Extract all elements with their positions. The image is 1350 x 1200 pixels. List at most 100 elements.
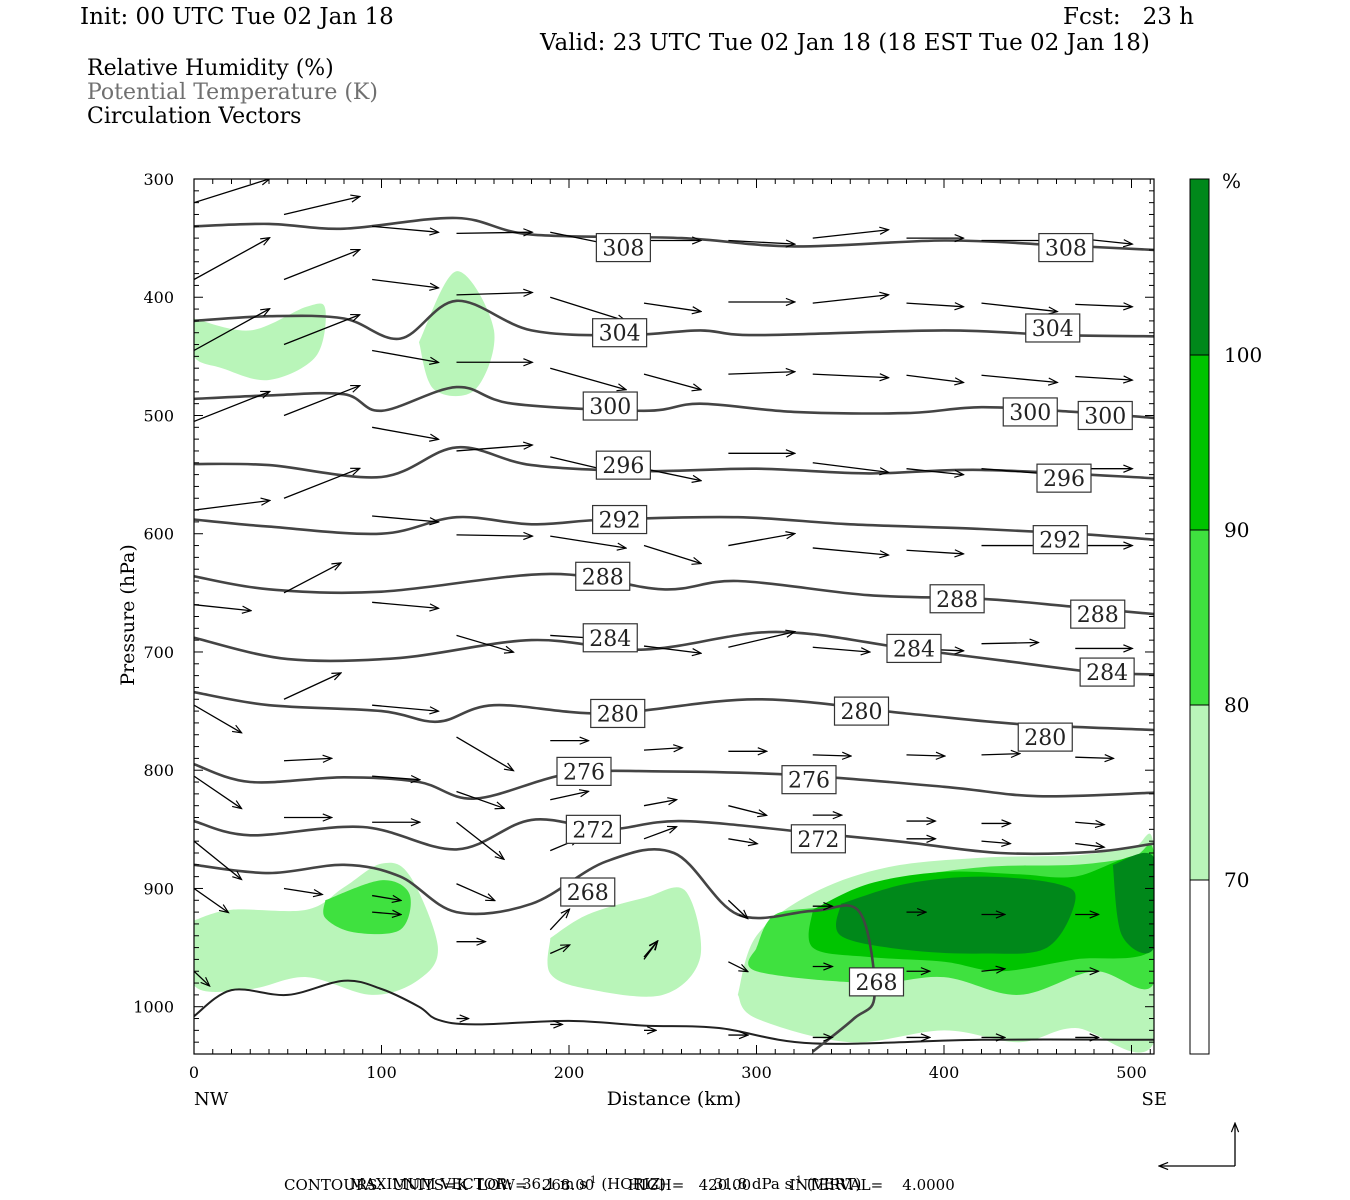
vector-arrow: [1075, 757, 1113, 758]
theta-contour-296: [194, 446, 1154, 480]
contour-label-300: 300: [1084, 404, 1126, 429]
vector-arrow: [1075, 304, 1131, 306]
x-axis-label: Distance (km): [607, 1088, 742, 1110]
vector-arrow: [981, 969, 1005, 971]
vector-arrow: [981, 374, 1057, 382]
horiz-exponent: -1: [586, 1175, 597, 1186]
vector-arrow: [456, 790, 504, 809]
y-tick-label: 500: [143, 406, 174, 425]
vector-arrow: [643, 827, 676, 840]
vector-arrow: [812, 230, 888, 239]
contour-label-300: 300: [589, 395, 631, 420]
rh-region-70: [547, 887, 702, 997]
y-tick-label: 400: [143, 288, 174, 307]
vector-arrow: [981, 302, 1057, 311]
contour-label-276: 276: [788, 769, 830, 794]
x-tick-label: 200: [554, 1063, 585, 1082]
contour-label-308: 308: [602, 237, 644, 262]
vector-arrow: [372, 426, 438, 439]
vector-arrow: [643, 748, 682, 750]
x-tick-label: 300: [741, 1063, 772, 1082]
vector-arrow: [812, 646, 869, 652]
y-tick-label: 900: [143, 879, 174, 898]
max-vector-label: MAXIMUM VECTOR:: [349, 1175, 513, 1193]
contour-label-box: [929, 584, 985, 614]
vector-arrow: [456, 232, 532, 233]
vector-arrow: [283, 758, 331, 760]
vector-arrow: [812, 755, 851, 756]
vector-arrow: [283, 197, 359, 216]
contour-label-box: [560, 877, 616, 907]
contour-label-292: 292: [599, 509, 641, 534]
y-tick-label: 300: [143, 170, 174, 189]
vector-arrow: [194, 501, 269, 511]
contour-label-box: [592, 504, 648, 535]
vector-arrow: [372, 912, 400, 914]
contour-info: CONTOURS: UNITS=K LOW= 268.00 HIGH= 420.…: [284, 1176, 955, 1194]
vector-arrow: [456, 535, 532, 536]
vector-arrow: [812, 547, 888, 555]
contour-label-300: 300: [1009, 401, 1051, 426]
contour-label-272: 272: [572, 818, 614, 843]
colorbar-level-label: 70: [1224, 868, 1249, 892]
vert-max-value: 31.8 dPa s: [713, 1175, 793, 1193]
vector-arrow: [456, 821, 504, 859]
vector-arrow: [906, 550, 963, 554]
contour-label-296: 296: [1043, 467, 1085, 492]
colorbar-segment: [1189, 879, 1210, 1055]
vector-arrow: [643, 645, 700, 653]
vector-arrow: [812, 374, 888, 378]
vector-arrow: [372, 515, 438, 522]
y-axis-label: Pressure (hPa): [117, 544, 139, 686]
contour-label-box: [1032, 525, 1088, 555]
vector-arrow: [1075, 376, 1131, 380]
theta-contour-288: [194, 572, 1154, 616]
contour-label-box: [1038, 232, 1094, 263]
vector-arrow: [372, 349, 438, 362]
contour-label-276: 276: [563, 760, 605, 785]
x-end-label-nw: NW: [194, 1089, 229, 1110]
legend-rh: Relative Humidity (%): [87, 56, 334, 81]
vector-arrow: [194, 392, 269, 423]
colorbar-segment: [1189, 704, 1210, 881]
theta-contour-300: [194, 385, 1154, 420]
x-tick-label: 400: [929, 1063, 960, 1082]
vector-arrow: [456, 883, 495, 901]
vector-arrow: [550, 367, 625, 389]
vector-arrow: [728, 839, 756, 844]
contour-label-284: 284: [1086, 661, 1128, 686]
vector-arrow: [194, 238, 269, 281]
y-tick-label: 800: [143, 761, 174, 780]
contour-label-268: 268: [567, 881, 609, 906]
contour-label-box: [1002, 397, 1058, 427]
colorbar-segment: [1189, 529, 1210, 706]
vector-arrow: [283, 469, 359, 499]
vector-arrow: [643, 942, 657, 958]
contour-label-box: [575, 561, 631, 591]
colorbar-unit: %: [1222, 169, 1241, 193]
vector-arrow: [194, 604, 250, 611]
contour-label-box: [582, 623, 638, 653]
rh-region-80: [323, 880, 411, 935]
contour-label-box: [1077, 400, 1133, 431]
rh-region-70: [419, 271, 495, 397]
contour-label-268: 268: [856, 971, 898, 996]
vector-arrow: [194, 179, 269, 204]
y-tick-label: 700: [143, 643, 174, 662]
contour-label-box: [590, 698, 646, 729]
contour-label-box: [886, 633, 942, 664]
vector-arrow: [728, 632, 794, 648]
contour-label-292: 292: [1039, 529, 1081, 554]
vector-arrow: [194, 704, 241, 732]
vector-arrow: [550, 792, 588, 801]
legend-vectors: Circulation Vectors: [87, 104, 302, 129]
vector-arrow: [812, 462, 888, 472]
x-tick-label: 0: [189, 1063, 199, 1082]
theta-contour-292: [194, 515, 1154, 541]
contour-label-284: 284: [589, 627, 631, 652]
x-tick-label: 100: [366, 1063, 397, 1082]
contour-label-272: 272: [797, 828, 839, 853]
vector-arrow: [728, 534, 794, 547]
contour-label-box: [582, 391, 638, 421]
